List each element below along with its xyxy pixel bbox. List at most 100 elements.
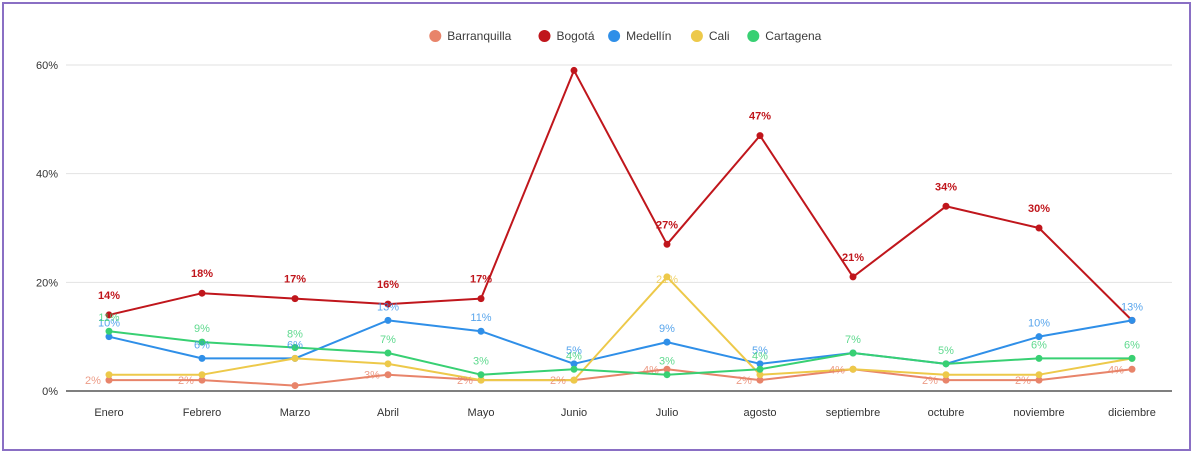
data-point <box>198 338 206 346</box>
data-label: 21% <box>842 252 864 264</box>
x-tick-label: octubre <box>928 407 965 419</box>
data-point <box>756 376 764 384</box>
data-label: 18% <box>191 268 213 280</box>
data-label: 6% <box>1031 339 1047 351</box>
data-point <box>291 344 299 352</box>
x-tick-label: Febrero <box>183 407 222 419</box>
data-point <box>198 354 206 362</box>
data-point <box>105 311 113 319</box>
y-tick-label: 60% <box>36 60 58 72</box>
data-label: 2% <box>736 375 752 387</box>
data-point <box>105 327 113 335</box>
x-tick-label: Mayo <box>468 407 495 419</box>
data-label: 2% <box>85 375 101 387</box>
x-tick-label: diciembre <box>1108 407 1156 419</box>
data-point <box>849 365 857 373</box>
data-point <box>942 360 950 368</box>
y-tick-label: 40% <box>36 169 58 181</box>
y-tick-label: 20% <box>36 277 58 289</box>
data-point <box>756 360 764 368</box>
data-point <box>1128 316 1136 324</box>
x-tick-label: noviembre <box>1013 407 1064 419</box>
data-label: 6% <box>287 339 303 351</box>
legend-marker <box>747 30 760 42</box>
data-label: 6% <box>194 339 210 351</box>
series-line <box>108 69 1133 322</box>
data-label: 21% <box>656 274 678 286</box>
data-label: 4% <box>1108 364 1124 376</box>
data-point <box>756 365 764 373</box>
data-label: 5% <box>938 345 954 357</box>
data-point <box>1128 354 1136 362</box>
data-point <box>663 365 671 373</box>
data-point <box>1035 224 1043 232</box>
data-point <box>1035 354 1043 362</box>
data-point <box>105 333 113 341</box>
data-point <box>477 376 485 384</box>
data-point <box>384 371 392 379</box>
data-label: 16% <box>377 279 399 291</box>
data-point <box>849 349 857 357</box>
legend-label: Bogotá <box>557 29 595 43</box>
legend-label: Cartagena <box>765 29 821 43</box>
data-point <box>849 273 857 281</box>
data-label: 5% <box>752 345 768 357</box>
data-point <box>105 371 113 379</box>
data-point <box>570 360 578 368</box>
data-point <box>384 360 392 368</box>
data-label: 7% <box>380 334 396 346</box>
data-label: 4% <box>566 350 582 362</box>
data-point <box>291 295 299 303</box>
data-point <box>291 354 299 362</box>
data-point <box>1035 376 1043 384</box>
data-point <box>384 300 392 308</box>
data-point <box>1035 333 1043 341</box>
data-label: 3% <box>473 356 489 368</box>
data-label: 13% <box>1121 301 1143 313</box>
data-label: 7% <box>845 334 861 346</box>
data-label: 2% <box>457 375 473 387</box>
x-tick-label: agosto <box>743 407 776 419</box>
data-point <box>663 273 671 281</box>
data-point <box>663 240 671 248</box>
data-label: 2% <box>922 375 938 387</box>
data-label: 11% <box>470 312 491 324</box>
data-label: 8% <box>287 329 303 341</box>
data-label: 5% <box>566 345 582 357</box>
series-lines <box>105 66 1136 390</box>
data-label: 34% <box>935 181 957 193</box>
data-label: 17% <box>284 274 306 286</box>
data-label: 3% <box>364 370 380 382</box>
data-point <box>105 376 113 384</box>
data-point <box>942 371 950 379</box>
x-tick-label: Junio <box>561 407 587 419</box>
data-point <box>477 327 485 335</box>
data-label: 2% <box>550 375 566 387</box>
legend-marker <box>538 30 551 42</box>
data-point <box>477 371 485 379</box>
data-label: 3% <box>659 356 675 368</box>
x-tick-label: Enero <box>94 407 123 419</box>
data-labels: 2% 2% 3% 2% 2%4%2%4%2% 2%4%14%18% 17% 16% 17%27%… <box>85 111 1143 388</box>
series-line <box>109 275 1133 382</box>
data-label: 2% <box>178 375 194 387</box>
data-label: 6% <box>1124 339 1140 351</box>
data-point <box>198 371 206 379</box>
legend-label: Barranquilla <box>447 29 511 43</box>
legend: Barranquilla Bogotá Medellín Cali Cartagena <box>429 29 822 43</box>
series-line <box>108 330 1132 376</box>
data-label: 9% <box>659 323 675 335</box>
x-tick-label: Abril <box>377 407 399 419</box>
data-point <box>756 132 764 140</box>
data-point <box>663 371 671 379</box>
data-label: 9% <box>194 323 210 335</box>
data-label: 27% <box>656 219 678 231</box>
data-label: 13% <box>377 301 399 313</box>
axes: 0% 20% 40% 60% Enero Febrero Marzo Abril Mayo Jun… <box>36 60 1172 419</box>
data-point <box>942 376 950 384</box>
data-point <box>570 365 578 373</box>
data-point <box>384 349 392 357</box>
data-point <box>291 382 299 390</box>
legend-marker <box>429 30 442 42</box>
